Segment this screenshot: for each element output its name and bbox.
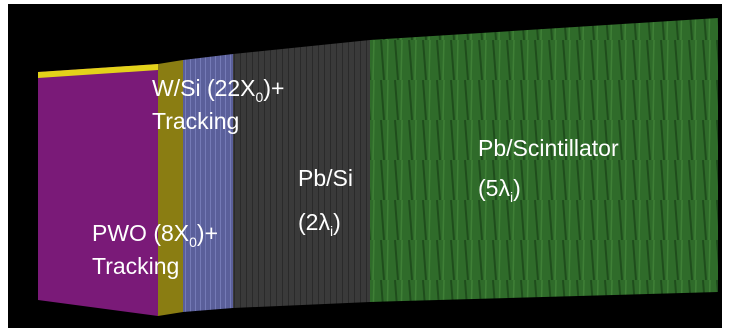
text: (5λ bbox=[478, 175, 510, 201]
pbsi-label: Pb/Si bbox=[298, 165, 353, 191]
page: {"labels": { "wsi": {"line1": ["W/Si (22… bbox=[0, 0, 729, 335]
text: PWO (8X bbox=[92, 220, 189, 246]
pwo-label: PWO (8X0)+ bbox=[92, 220, 218, 250]
text: ) bbox=[513, 175, 521, 201]
wsi-label: Tracking bbox=[152, 108, 239, 134]
detector-view: W/Si (22X0)+ Tracking Pb/Si (2λi) Pb/Sci… bbox=[0, 0, 729, 335]
pbscint-label: Pb/Scintillator bbox=[478, 135, 619, 161]
wsi-label: W/Si (22X0)+ bbox=[152, 75, 284, 105]
subscript: 0 bbox=[256, 89, 264, 105]
text: )+ bbox=[197, 220, 218, 246]
text: )+ bbox=[263, 75, 284, 101]
text: (2λ bbox=[298, 209, 330, 235]
subscript: 0 bbox=[189, 234, 197, 250]
pbsi-label: (2λi) bbox=[298, 209, 341, 239]
text: W/Si (22X bbox=[152, 75, 256, 101]
pwo-label: Tracking bbox=[92, 253, 179, 279]
text: ) bbox=[333, 209, 341, 235]
pbscint-label: (5λi) bbox=[478, 175, 521, 205]
